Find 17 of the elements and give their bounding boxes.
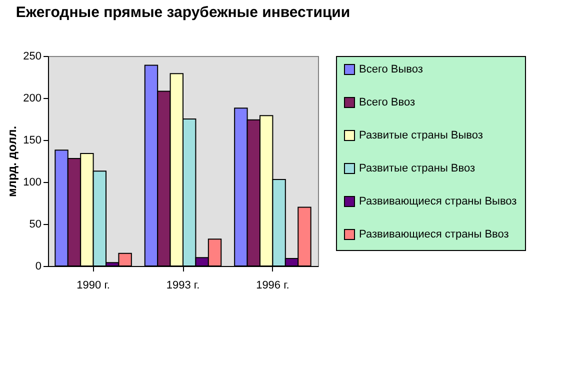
y-tick-label: 50 xyxy=(29,218,42,230)
y-tick-label: 150 xyxy=(23,134,42,146)
y-tick-label: 250 xyxy=(23,50,42,62)
legend-label: Развитые страны Вывоз xyxy=(359,130,483,142)
chart-title: Ежегодные прямые зарубежные инвестиции xyxy=(16,4,350,21)
legend-label: Всего Ввоз xyxy=(359,96,415,108)
x-tick-label: 1993 г. xyxy=(166,280,200,292)
legend-label: Развивающиеся страны Вывоз xyxy=(359,196,517,208)
x-tick-label: 1996 г. xyxy=(256,280,290,292)
legend-label: Всего Вывоз xyxy=(359,64,423,76)
x-tick-label: 1990 г. xyxy=(76,280,110,292)
y-tick-label: 200 xyxy=(23,92,42,104)
y-axis-title: млрд. долл. xyxy=(5,126,20,198)
y-tick-label: 100 xyxy=(23,176,42,188)
y-tick-label: 0 xyxy=(35,260,42,272)
legend-label: Развивающиеся страны Ввоз xyxy=(359,228,509,240)
legend-label: Развитые страны Ввоз xyxy=(359,162,476,174)
